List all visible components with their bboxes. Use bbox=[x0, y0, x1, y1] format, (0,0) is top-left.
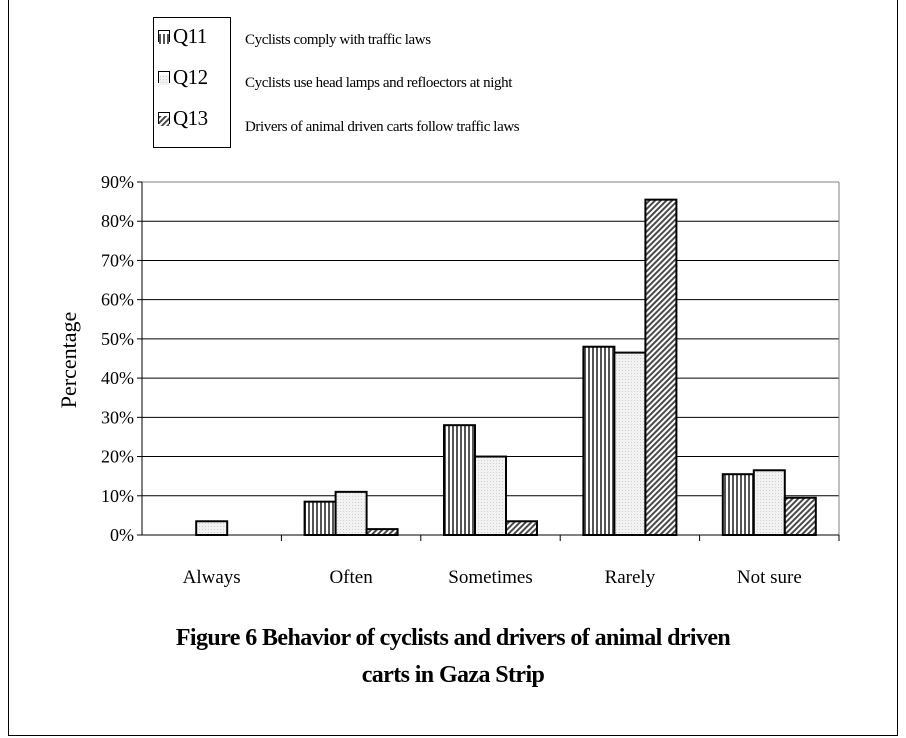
legend-code: Q12 bbox=[173, 64, 208, 89]
bar-q12-always bbox=[195, 520, 229, 536]
bar-q13-sometimes bbox=[505, 520, 538, 536]
x-category-label: Always bbox=[183, 567, 241, 588]
y-tick-label: 60% bbox=[101, 290, 134, 310]
y-tick-label: 0% bbox=[110, 525, 134, 545]
figure-caption: Figure 6 Behavior of cyclists and driver… bbox=[0, 620, 906, 694]
legend-description-q12: Cyclists use head lamps and refloectors … bbox=[245, 75, 512, 91]
legend-description-q13: Drivers of animal driven carts follow tr… bbox=[245, 119, 520, 135]
axes bbox=[137, 181, 840, 541]
y-axis-label: Percentage bbox=[56, 312, 81, 409]
legend-item-q11: Q11 bbox=[158, 23, 207, 48]
bar-q12-sometimes bbox=[474, 455, 507, 536]
legend-item-q12: Q12 bbox=[158, 64, 208, 89]
x-category-label: Sometimes bbox=[448, 567, 532, 588]
legend-item-q13: Q13 bbox=[158, 105, 208, 130]
caption-line-2: carts in Gaza Strip bbox=[361, 662, 545, 688]
y-tick-labels: 0% 10% 20% 30% 40% 50% 60% 70% 80% 90% bbox=[101, 172, 134, 545]
bar-q12-often bbox=[334, 490, 368, 537]
y-tick-label: 40% bbox=[101, 368, 134, 388]
figure-frame bbox=[8, 0, 898, 736]
y-tick-label: 70% bbox=[101, 250, 134, 270]
legend-code: Q13 bbox=[173, 105, 208, 130]
bar-q13-often bbox=[365, 528, 399, 536]
legend-swatch-q11 bbox=[158, 30, 170, 44]
y-tick-label: 50% bbox=[101, 329, 134, 349]
bar-q11-sometimes bbox=[443, 424, 476, 536]
y-tick-label: 30% bbox=[101, 407, 134, 427]
y-tick-label: 80% bbox=[101, 211, 134, 231]
y-tick-label: 90% bbox=[101, 172, 134, 192]
bar-q12-not-sure bbox=[752, 469, 786, 536]
x-category-label: Rarely bbox=[605, 567, 656, 588]
caption-line-1: Figure 6 Behavior of cyclists and driver… bbox=[175, 625, 731, 651]
category-labels: Always Often Sometimes Rarely Not sure bbox=[183, 567, 802, 588]
legend-swatch-q12 bbox=[158, 71, 170, 85]
legend: Q11 Q12 Q13 bbox=[153, 17, 231, 148]
legend-code: Q11 bbox=[173, 23, 207, 48]
legend-swatch-q13 bbox=[158, 112, 170, 126]
bar-q12-rarely bbox=[613, 351, 647, 536]
y-tick-label: 20% bbox=[101, 447, 134, 467]
legend-description-q11: Cyclists comply with traffic laws bbox=[245, 32, 431, 48]
bar-q13-not-sure bbox=[783, 496, 817, 537]
x-category-label: Not sure bbox=[737, 567, 802, 588]
bar-q11-not-sure bbox=[721, 473, 755, 537]
bar-q13-rarely bbox=[644, 198, 678, 536]
bars bbox=[195, 198, 817, 537]
gridlines bbox=[142, 181, 839, 497]
bar-q11-rarely bbox=[582, 345, 616, 536]
bar-q11-often bbox=[303, 500, 337, 536]
y-tick-label: 10% bbox=[101, 486, 134, 506]
x-category-label: Often bbox=[329, 567, 373, 588]
